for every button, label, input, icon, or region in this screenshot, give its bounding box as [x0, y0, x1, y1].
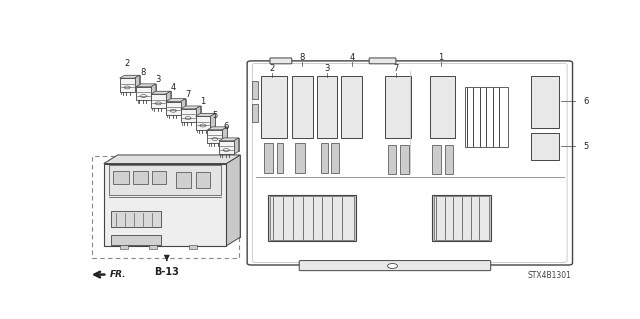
- Circle shape: [388, 263, 397, 268]
- Text: 7: 7: [394, 64, 399, 73]
- Text: 2: 2: [125, 59, 130, 68]
- Polygon shape: [166, 99, 186, 101]
- Text: 8: 8: [141, 68, 146, 77]
- Text: 7: 7: [186, 90, 191, 99]
- Text: 4: 4: [349, 53, 355, 62]
- Bar: [531, 133, 559, 160]
- Text: 1: 1: [438, 53, 444, 62]
- Bar: [219, 141, 234, 154]
- Polygon shape: [134, 75, 140, 92]
- Bar: [189, 245, 197, 249]
- Bar: [109, 165, 221, 196]
- Polygon shape: [151, 84, 156, 100]
- Bar: [252, 104, 258, 122]
- Bar: [180, 109, 196, 122]
- Text: 4: 4: [171, 83, 176, 92]
- Polygon shape: [180, 106, 200, 109]
- Bar: [152, 171, 166, 184]
- Text: 8: 8: [300, 53, 305, 62]
- Text: 3: 3: [156, 75, 161, 84]
- Polygon shape: [211, 113, 216, 130]
- Bar: [207, 130, 222, 143]
- Text: 6: 6: [223, 122, 229, 131]
- Text: 5: 5: [212, 111, 218, 120]
- Bar: [277, 143, 284, 173]
- Text: 6: 6: [584, 97, 589, 106]
- Bar: [104, 164, 227, 246]
- Text: STX4B1301: STX4B1301: [527, 271, 571, 280]
- FancyBboxPatch shape: [247, 61, 573, 265]
- Polygon shape: [125, 75, 140, 89]
- Bar: [120, 245, 127, 249]
- Bar: [434, 196, 489, 241]
- Polygon shape: [166, 91, 171, 108]
- Polygon shape: [118, 155, 240, 237]
- Bar: [271, 196, 354, 241]
- Bar: [388, 145, 396, 174]
- Polygon shape: [180, 99, 186, 115]
- Bar: [111, 235, 161, 245]
- Bar: [261, 77, 287, 138]
- Bar: [166, 101, 180, 115]
- Bar: [196, 116, 211, 130]
- Polygon shape: [222, 127, 227, 143]
- Bar: [465, 87, 508, 147]
- Polygon shape: [212, 127, 227, 140]
- Polygon shape: [151, 91, 171, 94]
- Bar: [445, 145, 454, 174]
- Bar: [531, 77, 559, 128]
- Text: 2: 2: [270, 64, 275, 73]
- Polygon shape: [104, 155, 240, 164]
- Polygon shape: [196, 106, 200, 122]
- Bar: [341, 77, 362, 138]
- Text: 1: 1: [200, 97, 205, 106]
- Polygon shape: [171, 99, 186, 112]
- FancyBboxPatch shape: [270, 58, 292, 64]
- Polygon shape: [207, 127, 227, 130]
- Polygon shape: [136, 84, 156, 87]
- Bar: [120, 78, 134, 92]
- Text: 5: 5: [584, 142, 589, 151]
- Bar: [132, 171, 148, 184]
- Bar: [196, 172, 211, 188]
- Polygon shape: [227, 155, 240, 246]
- Bar: [136, 87, 151, 100]
- Polygon shape: [234, 138, 239, 154]
- Polygon shape: [141, 84, 156, 97]
- Bar: [111, 211, 161, 227]
- Bar: [113, 171, 129, 184]
- Bar: [429, 77, 456, 138]
- Polygon shape: [120, 75, 140, 78]
- Bar: [292, 77, 312, 138]
- Bar: [151, 94, 166, 108]
- Bar: [385, 77, 411, 138]
- Polygon shape: [156, 91, 171, 105]
- Bar: [400, 145, 409, 174]
- Bar: [269, 195, 356, 241]
- Polygon shape: [219, 138, 239, 141]
- Bar: [150, 245, 157, 249]
- Bar: [321, 143, 328, 173]
- Polygon shape: [224, 138, 239, 152]
- Polygon shape: [186, 106, 200, 119]
- Bar: [317, 77, 337, 138]
- Bar: [432, 145, 441, 174]
- Bar: [176, 172, 191, 188]
- Bar: [264, 143, 273, 173]
- Bar: [432, 195, 491, 241]
- Bar: [252, 81, 258, 99]
- FancyBboxPatch shape: [300, 261, 491, 271]
- Bar: [332, 143, 339, 173]
- Polygon shape: [196, 113, 216, 116]
- FancyBboxPatch shape: [369, 58, 396, 64]
- Bar: [295, 143, 305, 173]
- Text: FR.: FR.: [110, 270, 126, 279]
- Text: 3: 3: [324, 64, 330, 73]
- Text: B-13: B-13: [154, 267, 179, 277]
- Polygon shape: [200, 113, 216, 127]
